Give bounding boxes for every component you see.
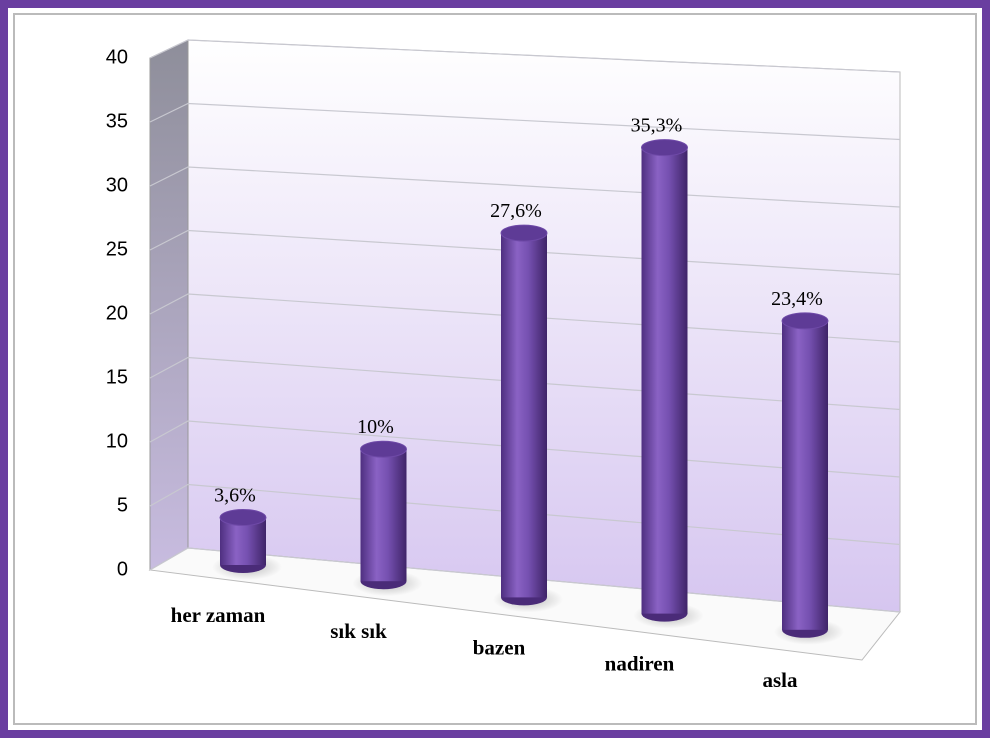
bar [501, 233, 547, 598]
y-tick-label: 25 [106, 238, 128, 260]
y-tick-label: 20 [106, 302, 128, 324]
x-tick-label: bazen [473, 635, 526, 659]
inner-frame [13, 13, 977, 725]
y-tick-label: 40 [106, 46, 128, 68]
y-tick-label: 10 [106, 430, 128, 452]
grid-line [149, 102, 901, 141]
bar [782, 320, 828, 630]
bar [360, 449, 407, 582]
x-tick-label: her zaman [171, 603, 266, 627]
y-tick-label: 30 [106, 174, 128, 196]
value-label: 10% [357, 416, 394, 438]
bar-top [641, 139, 688, 157]
grid-line [149, 39, 901, 73]
x-tick-label: sık sık [330, 619, 387, 643]
bar-top [781, 312, 829, 330]
bar-top [500, 224, 548, 242]
value-label: 3,6% [214, 484, 256, 506]
y-tick-label: 15 [106, 366, 128, 388]
value-label: 35,3% [631, 115, 683, 137]
x-tick-label: asla [762, 668, 798, 692]
bar [641, 147, 688, 614]
value-label: 23,4% [771, 288, 823, 310]
y-tick-label: 35 [106, 110, 128, 132]
bar-top [219, 508, 267, 526]
value-label: 27,6% [490, 200, 542, 222]
x-tick-label: nadiren [605, 652, 675, 676]
y-tick-label: 0 [117, 558, 128, 580]
y-tick-label: 5 [117, 494, 128, 516]
bar-top [360, 440, 407, 458]
